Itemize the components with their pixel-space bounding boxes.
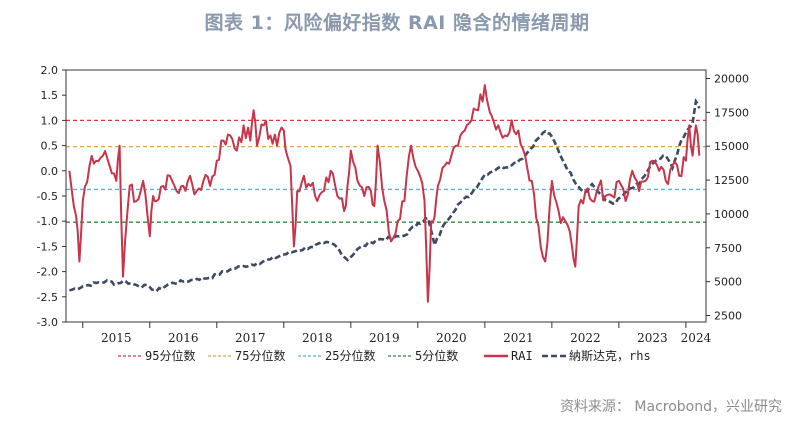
x-tick-label: 2017: [235, 331, 266, 345]
rai-line: [68, 84, 701, 303]
left-tick-label: -3.0: [37, 316, 58, 329]
legend-label-3: 25分位数: [325, 348, 375, 363]
x-tick-label: 2019: [369, 331, 400, 345]
left-tick-label: 0.5: [41, 140, 59, 153]
x-tick-label: 2024: [681, 331, 712, 345]
x-tick-label: 2018: [302, 331, 333, 345]
right-tick-label: 12500: [714, 174, 749, 187]
x-tick-label: 2016: [168, 331, 199, 345]
left-tick-label: 1.5: [41, 89, 59, 102]
right-tick-label: 20000: [714, 73, 749, 86]
x-tick-label: 2021: [503, 331, 534, 345]
series-layer: [68, 84, 701, 303]
legend-label-4: 5分位数: [415, 348, 458, 363]
legend: 95分位数 75分位数 25分位数 5分位数 RAI 納斯达克，rhs: [118, 348, 651, 363]
left-tick-label: 0.0: [41, 165, 59, 178]
legend-label-6: 納斯达克，rhs: [569, 349, 651, 363]
reference-lines: [66, 119, 706, 223]
legend-label-2: 75分位数: [235, 348, 285, 363]
x-tick-label: 2022: [570, 331, 601, 345]
axes: 2.0 1.5 1.0 0.5 0.0 -0.5 -1.0 -1.5 -2.0 -2.5 -3.0 2…: [37, 64, 749, 345]
legend-label-1: 95分位数: [145, 348, 195, 363]
right-tick-label: 2500: [714, 310, 742, 323]
x-tick-label: 2015: [101, 331, 132, 345]
left-tick-label: -2.0: [37, 266, 58, 279]
left-tick-label: -1.5: [37, 240, 58, 253]
left-tick-label: 1.0: [41, 114, 59, 127]
x-tick-label: 2023: [637, 331, 668, 345]
right-tick-label: 15000: [714, 140, 749, 153]
right-tick-label: 5000: [714, 276, 742, 289]
plot-frame: [65, 69, 707, 323]
source-note: 资料来源： Macrobond，兴业研究: [559, 399, 782, 415]
chart-title: 图表 1：风险偏好指数 RAI 隐含的情绪周期: [204, 12, 590, 34]
legend-label-5: RAI: [511, 349, 533, 363]
x-tick-label: 2020: [436, 331, 467, 345]
right-tick-label: 10000: [714, 208, 749, 221]
left-tick-label: -0.5: [37, 190, 58, 203]
left-tick-label: -2.5: [37, 291, 58, 304]
right-tick-label: 17500: [714, 106, 749, 119]
left-tick-label: 2.0: [41, 64, 59, 77]
left-tick-label: -1.0: [37, 215, 58, 228]
right-tick-label: 7500: [714, 242, 742, 255]
